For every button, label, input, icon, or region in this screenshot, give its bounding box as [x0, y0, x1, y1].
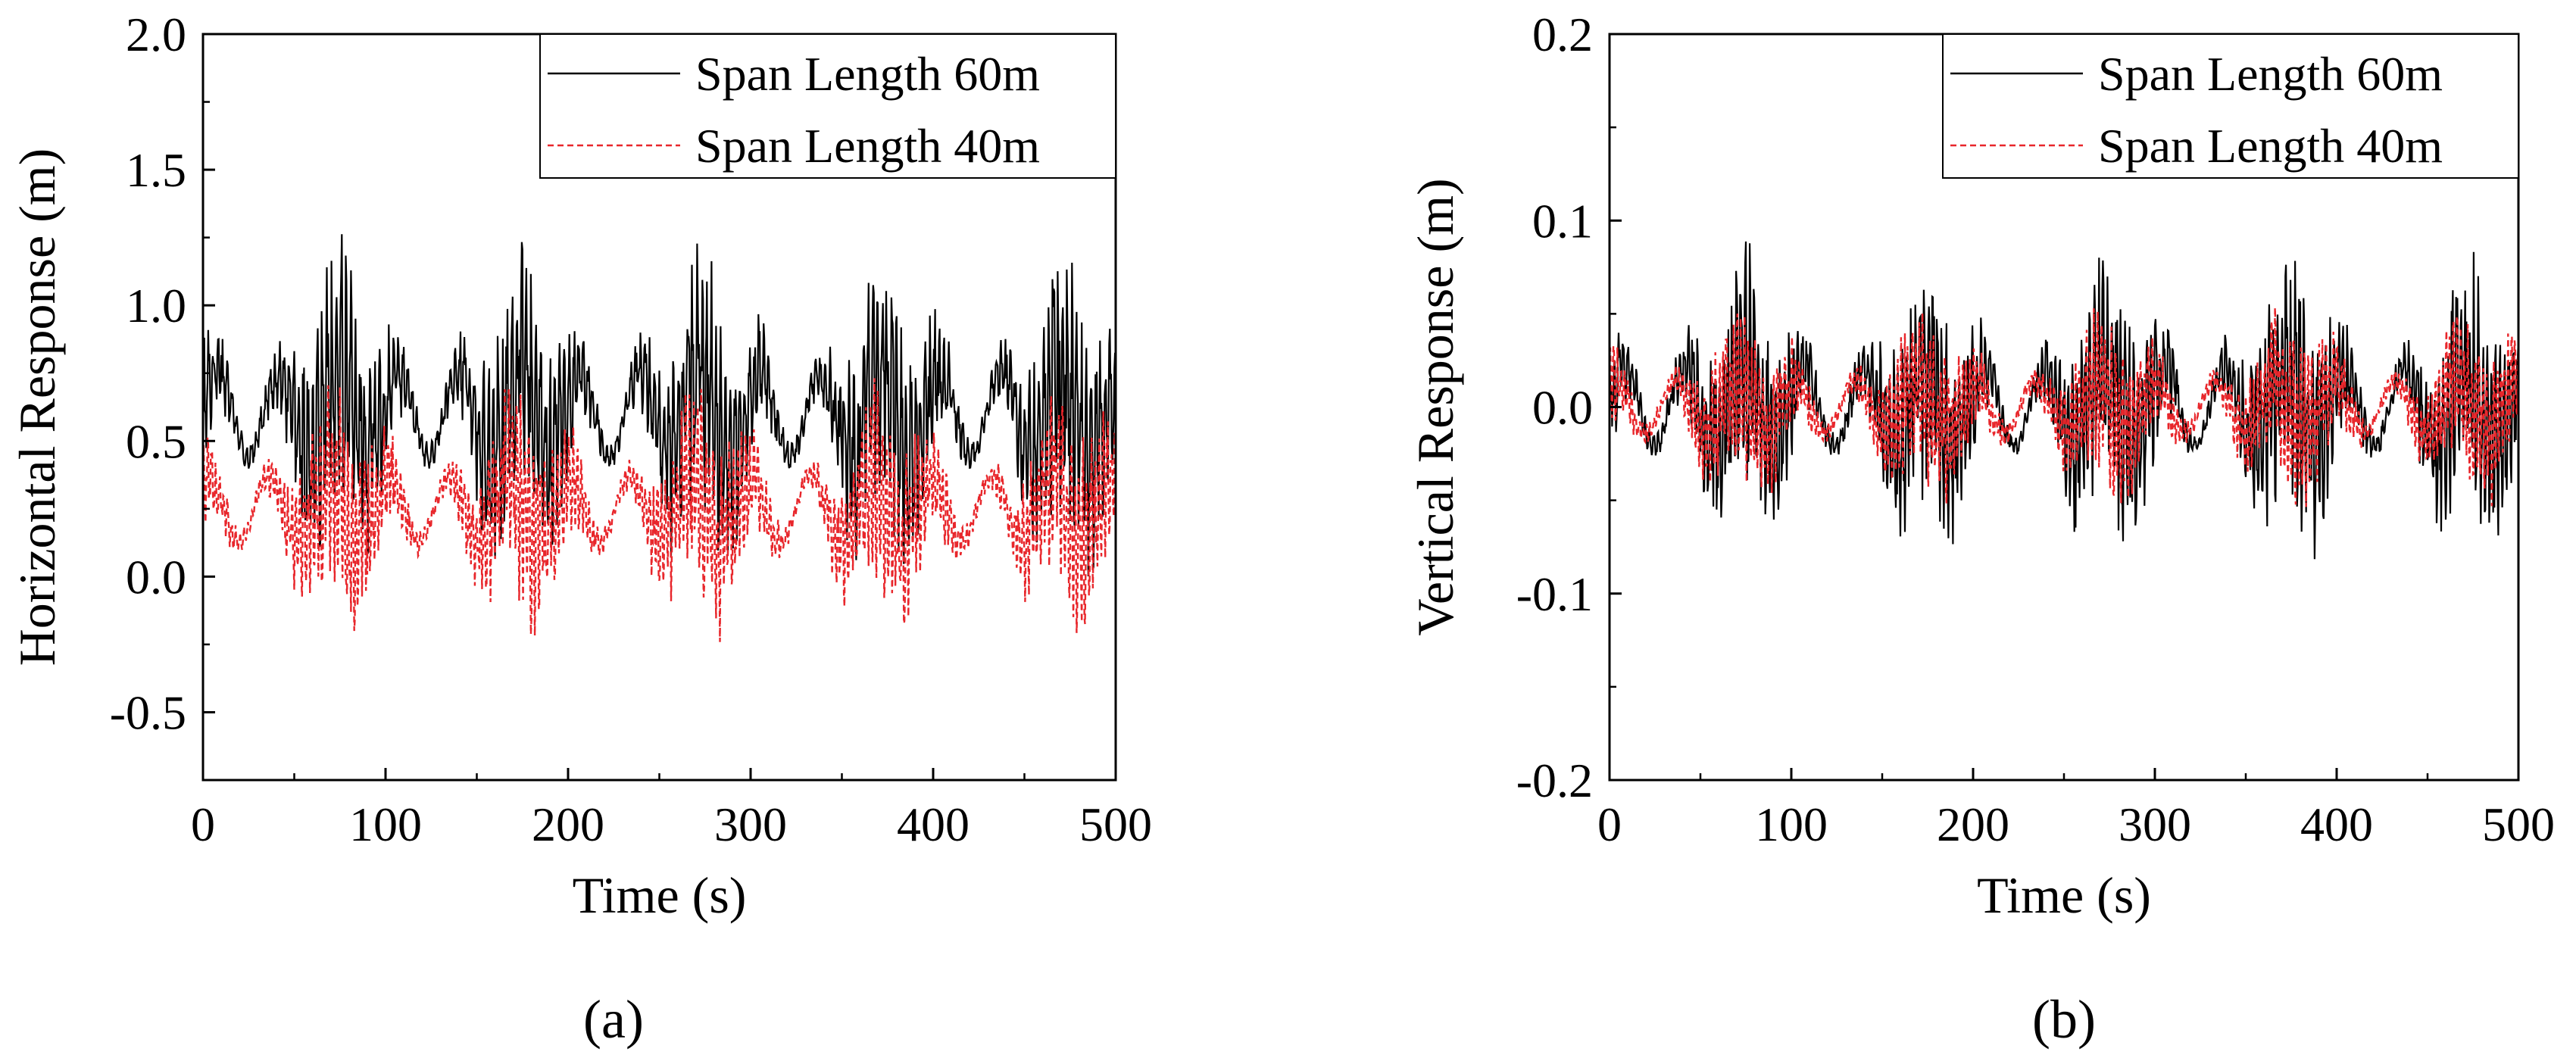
series-line-40m — [1610, 307, 2518, 507]
legend-label: Span Length 60m — [695, 47, 1040, 101]
y-tick-label: -0.1 — [1516, 567, 1593, 621]
x-tick-label: 300 — [2119, 797, 2191, 851]
x-tick-label: 100 — [349, 797, 422, 851]
panel-label: (b) — [2032, 989, 2096, 1050]
x-tick-label: 500 — [2482, 797, 2555, 851]
x-tick-label: 100 — [1755, 797, 1828, 851]
y-tick-label: 1.0 — [126, 279, 186, 332]
x-tick-label: 400 — [897, 797, 970, 851]
y-tick-label: 2.0 — [126, 8, 186, 61]
x-tick-label: 200 — [532, 797, 604, 851]
y-tick-label: 0.5 — [126, 414, 186, 468]
panel-a: 0 100 200 300 400 500 -0.5 0.0 0.5 1.0 1.5 2.0 Time … — [8, 8, 1152, 1050]
y-tick-label: -0.5 — [110, 685, 186, 739]
x-tick-label: 500 — [1079, 797, 1152, 851]
legend-label: Span Length 60m — [2098, 47, 2443, 101]
panel-b: 0 100 200 300 400 500 -0.2 -0.1 0.0 0.1 0.2 Time (s… — [1407, 8, 2555, 1050]
series-line-60m — [203, 234, 1116, 577]
y-tick-label: 0.0 — [1532, 381, 1593, 435]
x-tick-label: 400 — [2300, 797, 2373, 851]
y-axis-label: Horizontal Response (m) — [8, 148, 66, 666]
panel-label: (a) — [583, 989, 644, 1050]
x-tick-label: 0 — [1597, 797, 1622, 851]
y-tick-label: 0.2 — [1532, 8, 1593, 61]
legend: Span Length 60m Span Length 40m — [539, 33, 1116, 179]
x-tick-label: 300 — [714, 797, 787, 851]
legend: Span Length 60m Span Length 40m — [1942, 33, 2519, 179]
y-tick-label: 0.1 — [1532, 194, 1593, 248]
y-tick-label: -0.2 — [1516, 754, 1593, 807]
legend-label: Span Length 40m — [2098, 119, 2443, 173]
x-tick-label: 0 — [191, 797, 215, 851]
legend-label: Span Length 40m — [695, 119, 1040, 173]
x-tick-label: 200 — [1937, 797, 2009, 851]
x-axis-label: Time (s) — [573, 866, 747, 924]
y-tick-label: 0.0 — [126, 550, 186, 604]
y-tick-label: 1.5 — [126, 143, 186, 197]
y-axis-label: Vertical Response (m) — [1407, 178, 1464, 635]
x-axis-label: Time (s) — [1977, 866, 2151, 924]
series-line-40m — [203, 378, 1116, 642]
